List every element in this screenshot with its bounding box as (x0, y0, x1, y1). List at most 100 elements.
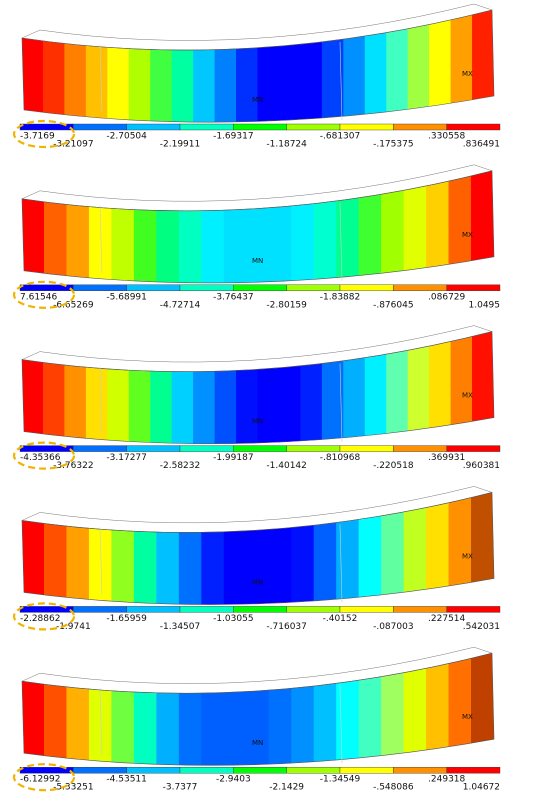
legend-swatch (339, 123, 394, 131)
beam-stripe (128, 10, 152, 123)
legend-label: .369931 (428, 453, 465, 463)
beam-stripe (313, 170, 338, 283)
legend-swatch (126, 606, 181, 613)
beam-stripe (22, 653, 45, 766)
beam-stripe (133, 653, 158, 766)
legend-label: -1.9741 (56, 622, 91, 632)
beam-stripe (178, 653, 203, 766)
beam-stripe (472, 10, 494, 123)
min-marker: MN (252, 257, 263, 265)
max-marker: MX (462, 713, 473, 721)
legend-label: -.087003 (373, 622, 413, 632)
mesh-line (99, 527, 103, 595)
legend-swatch (393, 606, 447, 613)
legend-label: .836491 (463, 140, 500, 150)
legend-label: -2.1429 (269, 783, 304, 793)
beam-stripe (85, 10, 109, 123)
legend-label: -1.65959 (106, 614, 147, 624)
legend-swatch (339, 767, 394, 774)
beam-stripe (171, 331, 195, 444)
beam-stripe (64, 331, 87, 444)
beam-stripe (223, 170, 248, 283)
beam-stripe (214, 10, 238, 123)
beam-stripe (150, 10, 173, 123)
beam-stripe (364, 10, 388, 123)
legend-swatch (179, 445, 234, 452)
beam-stripe (171, 10, 195, 123)
highlight-ellipse (12, 441, 76, 470)
highlight-ellipse (12, 119, 76, 149)
legend-label: -2.19911 (160, 140, 200, 150)
beam-stripe (268, 170, 293, 283)
beam-stripe (358, 653, 383, 766)
beam-stripe (43, 653, 68, 766)
legend-swatch (233, 123, 287, 131)
legend-swatch (179, 767, 234, 774)
legend-swatch (393, 123, 447, 131)
legend-label: -3.76322 (53, 461, 93, 471)
beam-stripe (22, 10, 44, 123)
beam-outline (21, 170, 495, 284)
legend-label: .249318 (428, 775, 465, 785)
legend-swatch (233, 284, 287, 292)
legend-label: -1.69317 (213, 132, 253, 142)
legend-label: 1.04672 (463, 783, 500, 793)
beam-stripe (448, 170, 473, 283)
beam-stripe (133, 492, 158, 605)
beam-stripe (381, 170, 405, 283)
legend-label: -1.40142 (266, 461, 306, 471)
beam-stripe (201, 170, 225, 283)
legend-label: .086729 (428, 292, 465, 302)
beam-stripe (407, 331, 431, 444)
beam-stripe (386, 331, 409, 444)
legend-swatch (446, 123, 501, 131)
beam-outline (21, 492, 495, 605)
legend-swatch (286, 606, 341, 613)
legend-label: -.810968 (320, 453, 361, 463)
mesh-line (339, 363, 343, 442)
beam-stripe (22, 331, 44, 444)
legend-label: -5.33251 (53, 783, 93, 793)
legend-swatch (286, 445, 341, 452)
beam-stripe (193, 331, 216, 444)
legend-swatch (233, 606, 287, 613)
legend-swatch (126, 123, 181, 131)
legend-swatch (126, 445, 181, 452)
beam-stripe (85, 331, 109, 444)
legend-label: -1.34507 (160, 622, 200, 632)
max-marker: MX (462, 70, 473, 78)
beam-stripe (278, 10, 302, 123)
beam-stripe (246, 492, 270, 605)
beam-stripe (178, 492, 203, 605)
beam-stripe (426, 653, 450, 766)
min-marker: MN (252, 418, 263, 426)
beam-stripe (133, 170, 158, 283)
beam-stripe (64, 10, 87, 123)
beam-stripe (450, 331, 474, 444)
beam-stripe (22, 170, 45, 283)
beam-stripe (313, 653, 338, 766)
min-marker: MN (252, 578, 263, 586)
legend-label: -.220518 (373, 461, 414, 471)
beam-stripe (223, 492, 248, 605)
legend-swatch (393, 284, 447, 292)
panel: MX MN -2.28862-1.9741 -1.65959 -1.34507 -1.03… (12, 486, 501, 632)
legend-label: .960381 (463, 461, 500, 471)
legend-swatch (179, 284, 234, 292)
beam-stripe (472, 331, 494, 444)
beam-stripe (193, 10, 216, 123)
beam-outline (21, 652, 495, 766)
beam-stripe (471, 170, 494, 283)
legend-label: -1.03055 (213, 614, 253, 624)
beam-stripe (214, 331, 238, 444)
legend-swatch (339, 606, 394, 613)
beam-stripe (201, 492, 225, 605)
legend-label: -2.9403 (216, 775, 251, 785)
beam-stripe (42, 10, 66, 123)
legend-swatch (126, 767, 181, 774)
legend-label: 1.0495 (469, 300, 501, 310)
highlight-ellipse (12, 763, 76, 792)
legend-label: .542031 (463, 622, 500, 632)
legend-swatch (446, 284, 501, 292)
